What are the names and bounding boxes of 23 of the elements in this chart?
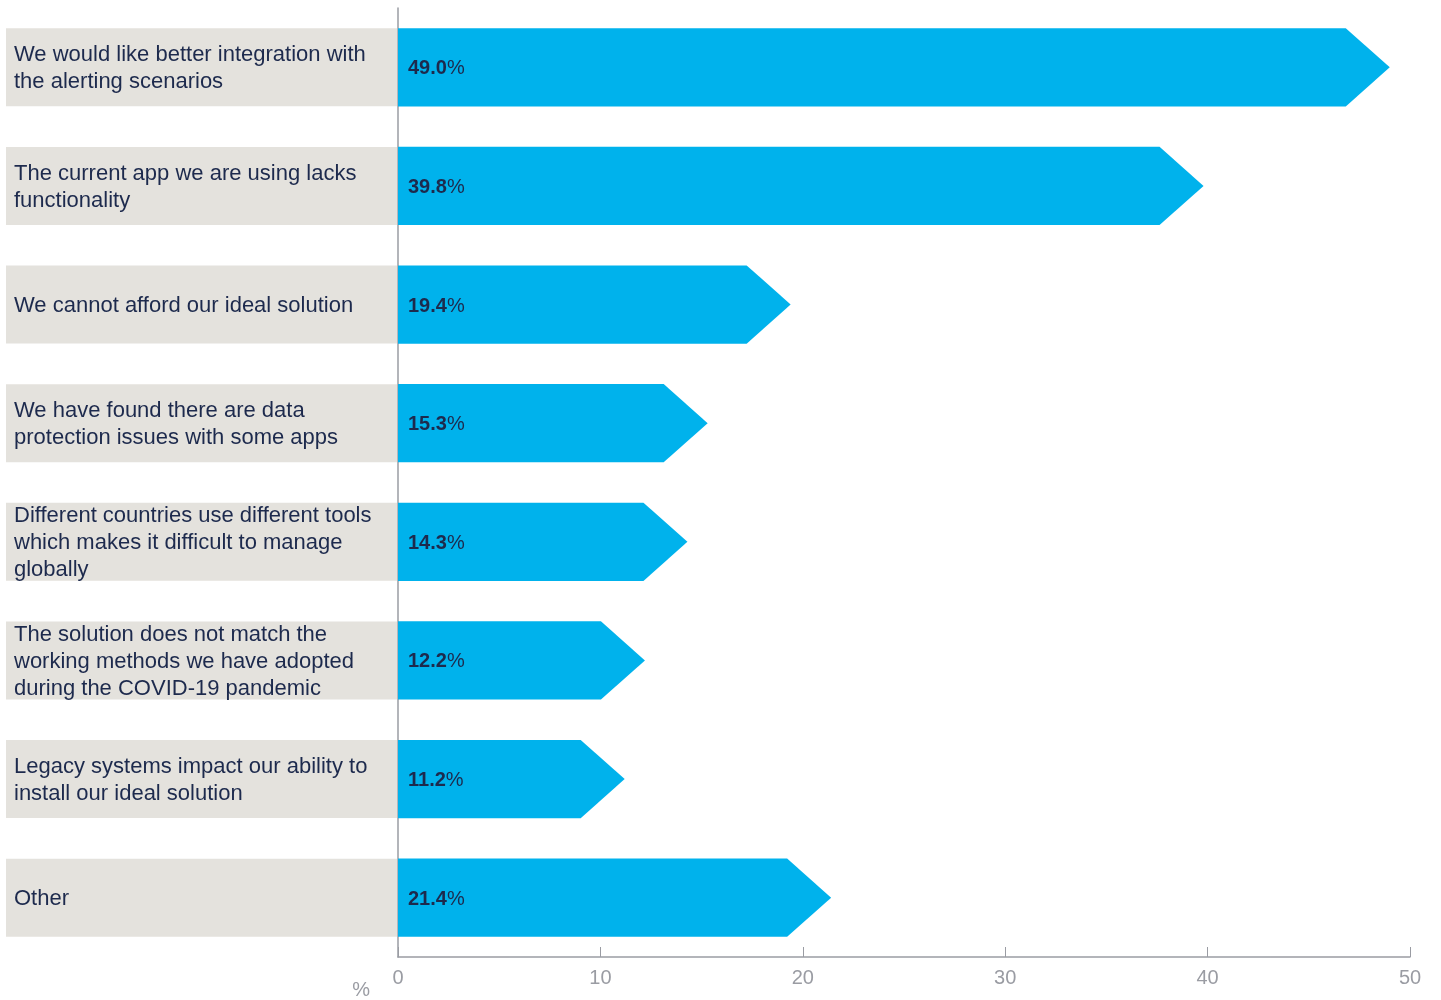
x-tick-label: 40: [1196, 966, 1219, 988]
data-label: 39.8%: [408, 174, 465, 197]
x-tick-label: 10: [589, 966, 612, 988]
data-label: 19.4%: [408, 293, 465, 316]
y-tick-label: We have found there are data protection issues with some apps: [14, 397, 339, 450]
x-axis-title: %: [352, 978, 371, 1000]
y-tick-label: The solution does not match the working methods we have adopted during the COVID-19 pandemic: [13, 620, 361, 700]
y-tick-label: We would like better integration with the alerting scenarios: [14, 41, 372, 94]
data-label: 14.3%: [408, 530, 465, 553]
data-label: 49.0%: [408, 56, 465, 79]
y-tick-label: Different countries use different tools which makes it difficult to manage globally: [13, 502, 378, 582]
x-tick-label: 0: [392, 966, 404, 988]
y-tick-label: Other: [14, 885, 70, 911]
data-label: 11.2%: [408, 768, 464, 791]
y-tick-label: We cannot afford our ideal solution: [14, 292, 354, 318]
data-label: 12.2%: [408, 649, 465, 672]
data-label: 21.4%: [408, 886, 465, 909]
x-tick-label: 30: [994, 966, 1017, 988]
x-tick-label: 50: [1398, 966, 1422, 988]
y-tick-label: The current app we are using lacks functionality: [14, 159, 363, 212]
y-tick-label: Legacy systems impact our ability to install our ideal solution: [14, 753, 374, 806]
data-label: 15.3%: [408, 412, 465, 435]
x-tick-label: 20: [791, 966, 814, 988]
